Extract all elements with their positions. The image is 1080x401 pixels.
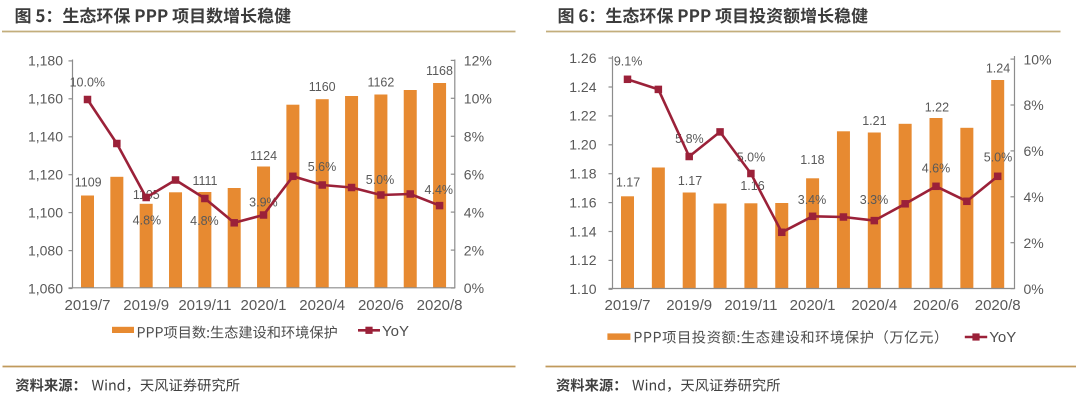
svg-text:3.4%: 3.4% [798, 193, 827, 207]
svg-text:4.8%: 4.8% [190, 214, 219, 228]
svg-text:8%: 8% [464, 129, 484, 145]
svg-text:2020/6: 2020/6 [913, 297, 959, 314]
svg-text:10%: 10% [464, 91, 492, 107]
svg-text:2%: 2% [1024, 235, 1044, 251]
svg-text:0%: 0% [1024, 281, 1044, 297]
svg-text:10%: 10% [1024, 51, 1052, 67]
svg-text:1.22: 1.22 [569, 108, 596, 124]
svg-text:8%: 8% [1024, 97, 1044, 113]
svg-text:1,100: 1,100 [28, 204, 63, 220]
svg-text:1,160: 1,160 [28, 91, 63, 107]
svg-text:0%: 0% [464, 280, 484, 296]
svg-text:1160: 1160 [309, 80, 336, 94]
svg-text:1,180: 1,180 [28, 53, 63, 69]
svg-text:1.20: 1.20 [569, 137, 596, 153]
svg-text:1,140: 1,140 [28, 129, 63, 145]
svg-text:1.17: 1.17 [678, 174, 702, 188]
svg-text:2019/9: 2019/9 [666, 297, 712, 314]
svg-text:YoY: YoY [989, 329, 1016, 346]
svg-text:1.18: 1.18 [569, 166, 596, 182]
svg-text:YoY: YoY [382, 323, 409, 340]
svg-text:1.24: 1.24 [569, 79, 596, 95]
svg-text:1.24: 1.24 [986, 62, 1010, 76]
svg-text:9.1%: 9.1% [614, 55, 643, 69]
svg-text:1.16: 1.16 [569, 194, 596, 210]
svg-text:1.17: 1.17 [616, 175, 640, 189]
svg-text:1.26: 1.26 [569, 50, 596, 66]
svg-text:1.21: 1.21 [862, 114, 886, 128]
svg-text:1.12: 1.12 [569, 252, 596, 268]
svg-text:2019/7: 2019/7 [605, 297, 651, 314]
svg-text:6%: 6% [464, 166, 484, 182]
svg-text:5.0%: 5.0% [737, 151, 766, 165]
svg-text:2019/11: 2019/11 [724, 297, 777, 314]
svg-text:1.14: 1.14 [569, 223, 596, 239]
svg-text:2%: 2% [464, 242, 484, 258]
svg-text:2020/8: 2020/8 [417, 297, 463, 314]
svg-text:4%: 4% [464, 204, 484, 220]
svg-text:2019/9: 2019/9 [123, 297, 169, 314]
svg-text:2020/6: 2020/6 [358, 297, 404, 314]
svg-text:1109: 1109 [75, 175, 102, 189]
svg-text:2020/8: 2020/8 [975, 297, 1021, 314]
svg-text:4.6%: 4.6% [922, 162, 951, 176]
svg-text:2019/11: 2019/11 [178, 297, 231, 314]
svg-text:4%: 4% [1024, 189, 1044, 205]
svg-text:2020/1: 2020/1 [241, 297, 287, 314]
svg-text:5.0%: 5.0% [366, 173, 395, 187]
svg-text:4.4%: 4.4% [425, 183, 454, 197]
svg-text:1.18: 1.18 [800, 153, 824, 167]
svg-text:1111: 1111 [192, 174, 217, 188]
svg-text:2020/1: 2020/1 [790, 297, 836, 314]
svg-text:12%: 12% [464, 53, 492, 69]
svg-text:10.0%: 10.0% [70, 76, 105, 90]
svg-text:1,060: 1,060 [28, 280, 63, 296]
svg-text:4.8%: 4.8% [133, 214, 162, 228]
svg-text:2019/7: 2019/7 [65, 297, 111, 314]
svg-text:5.0%: 5.0% [984, 150, 1013, 164]
svg-text:1.22: 1.22 [925, 100, 949, 114]
svg-text:1.10: 1.10 [569, 281, 596, 297]
svg-text:1,080: 1,080 [28, 242, 63, 258]
svg-text:2020/4: 2020/4 [851, 297, 897, 314]
svg-text:1,120: 1,120 [28, 167, 63, 183]
svg-text:2020/4: 2020/4 [299, 297, 345, 314]
svg-text:6%: 6% [1024, 143, 1044, 159]
svg-text:1124: 1124 [250, 149, 277, 163]
svg-text:3.3%: 3.3% [860, 193, 889, 207]
svg-text:1162: 1162 [367, 76, 394, 90]
svg-text:5.6%: 5.6% [308, 160, 337, 174]
svg-text:1168: 1168 [426, 64, 453, 78]
